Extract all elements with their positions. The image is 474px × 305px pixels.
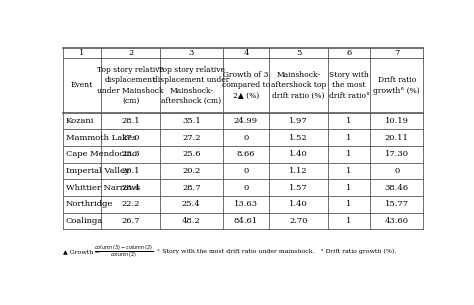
Text: ° Story with the most drift ratio under mainshock.   ° Drift ratio growth (%).: ° Story with the most drift ratio under … <box>156 249 396 254</box>
Text: 1.97: 1.97 <box>289 117 308 125</box>
Text: Top story relative
displacement
under Mainshock
(cm): Top story relative displacement under Ma… <box>97 66 164 105</box>
Text: 0: 0 <box>243 184 248 192</box>
Text: 43.60: 43.60 <box>384 217 409 225</box>
Text: 8.66: 8.66 <box>237 150 255 158</box>
Text: Northridge: Northridge <box>66 200 113 208</box>
Text: 3: 3 <box>189 49 194 57</box>
Text: 7: 7 <box>394 49 399 57</box>
Text: 5: 5 <box>296 49 301 57</box>
Text: 1.52: 1.52 <box>289 134 308 142</box>
Text: 10.19: 10.19 <box>384 117 409 125</box>
Text: 1: 1 <box>346 200 352 208</box>
Text: Kozani: Kozani <box>66 117 94 125</box>
Text: $\frac{column\,(3)-column\,(2)}{column\,(2)}$: $\frac{column\,(3)-column\,(2)}{column\,… <box>94 243 154 260</box>
Text: ▲ Growth =: ▲ Growth = <box>63 249 101 254</box>
Text: Event: Event <box>71 81 93 89</box>
Text: 0: 0 <box>243 134 248 142</box>
Text: 1: 1 <box>80 49 85 57</box>
Text: 0: 0 <box>394 167 399 175</box>
Text: Whittier Narrows: Whittier Narrows <box>66 184 140 192</box>
Text: 48.2: 48.2 <box>182 217 201 225</box>
Text: 1.12: 1.12 <box>289 167 308 175</box>
Text: 27.0: 27.0 <box>121 134 140 142</box>
Text: 1.57: 1.57 <box>289 184 308 192</box>
Text: 17.30: 17.30 <box>384 150 409 158</box>
Text: 38.46: 38.46 <box>384 184 409 192</box>
Text: 27.2: 27.2 <box>182 134 201 142</box>
Text: 20.1: 20.1 <box>121 167 140 175</box>
Text: Growth of 3
compared to
2▲ (%): Growth of 3 compared to 2▲ (%) <box>222 71 270 100</box>
Text: 1.40: 1.40 <box>289 200 308 208</box>
Text: 28.7: 28.7 <box>182 184 201 192</box>
Text: 2: 2 <box>128 49 133 57</box>
Text: 25.6: 25.6 <box>182 150 201 158</box>
Text: 23.3: 23.3 <box>121 150 140 158</box>
Text: 1: 1 <box>346 167 352 175</box>
Text: 2.70: 2.70 <box>289 217 308 225</box>
Text: 1: 1 <box>346 134 352 142</box>
Text: 35.1: 35.1 <box>182 117 201 125</box>
Text: 22.2: 22.2 <box>121 200 140 208</box>
Text: 20.2: 20.2 <box>182 167 201 175</box>
Text: Imperial Valley: Imperial Valley <box>66 167 129 175</box>
Text: 1.40: 1.40 <box>289 150 308 158</box>
Text: 6: 6 <box>346 49 352 57</box>
Text: 84.61: 84.61 <box>234 217 258 225</box>
Text: Coalinga: Coalinga <box>66 217 103 225</box>
Text: Top story relative
displacement under
Mainshock-
aftershock (cm): Top story relative displacement under Ma… <box>153 66 229 105</box>
Text: 1: 1 <box>346 217 352 225</box>
Text: Cape Mendocino: Cape Mendocino <box>66 150 137 158</box>
Text: 24.99: 24.99 <box>234 117 258 125</box>
Text: 4: 4 <box>243 49 249 57</box>
Text: 26.7: 26.7 <box>121 217 140 225</box>
Text: 15.77: 15.77 <box>384 200 409 208</box>
Text: Story with
the most
drift ratio°: Story with the most drift ratio° <box>328 71 370 100</box>
Text: 28.1: 28.1 <box>121 117 140 125</box>
Text: 1: 1 <box>346 117 352 125</box>
Text: 1: 1 <box>346 184 352 192</box>
Text: 20.11: 20.11 <box>385 134 409 142</box>
Text: 28.4: 28.4 <box>121 184 140 192</box>
Text: Drift ratio
growth° (%): Drift ratio growth° (%) <box>373 76 420 95</box>
Text: Mammoth Lakes: Mammoth Lakes <box>66 134 136 142</box>
Text: Mainshock-
aftershock top
drift ratio (%): Mainshock- aftershock top drift ratio (%… <box>271 71 326 100</box>
Text: 1: 1 <box>346 150 352 158</box>
Text: 25.4: 25.4 <box>182 200 201 208</box>
Text: 13.63: 13.63 <box>234 200 258 208</box>
Text: 0: 0 <box>243 167 248 175</box>
